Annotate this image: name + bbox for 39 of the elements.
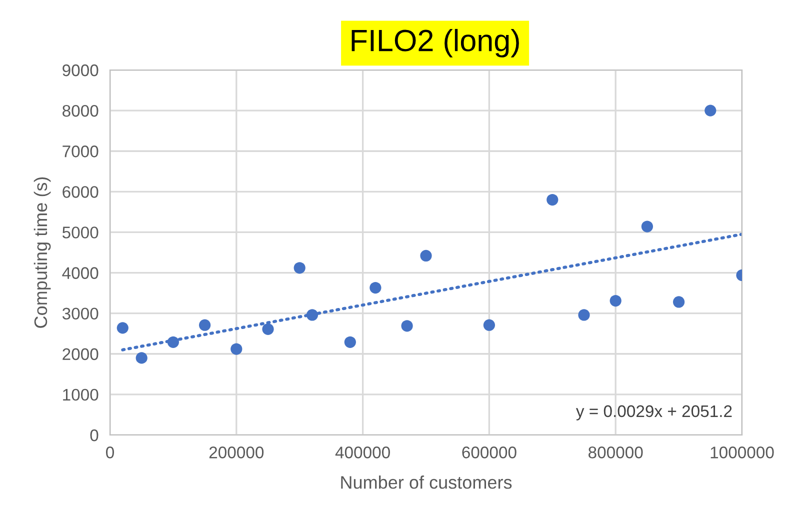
y-tick-label: 9000 <box>62 64 98 76</box>
x-tick-label: 800000 <box>588 446 643 458</box>
y-tick-label: 5000 <box>62 226 98 238</box>
point <box>401 320 413 332</box>
point <box>672 296 685 308</box>
y-tick-label: 0 <box>90 429 98 442</box>
point <box>306 309 318 321</box>
y-tick-label: 6000 <box>62 186 98 198</box>
point <box>704 104 716 116</box>
x-axis-title: Number of customers <box>341 476 512 489</box>
point <box>230 343 242 355</box>
annotation: y = 0.0029x + 2051.2 <box>576 405 732 420</box>
x-tick-label: 400000 <box>335 446 390 458</box>
point <box>136 352 148 364</box>
point <box>294 262 306 274</box>
y-tick-label: 8000 <box>62 104 98 117</box>
point <box>610 294 622 307</box>
y-tick-label: 3000 <box>62 308 98 320</box>
y-tick-label: 7000 <box>62 146 98 158</box>
y-axis-title: Computing time (s) <box>34 177 51 328</box>
y-tick-label: 2000 <box>62 348 98 360</box>
point <box>641 220 654 232</box>
point <box>483 319 496 331</box>
x-tick-label: 0 <box>106 446 114 458</box>
point <box>370 282 382 294</box>
point <box>198 319 211 331</box>
x-tick-label: 200000 <box>209 446 264 458</box>
point <box>546 194 558 206</box>
point <box>344 336 356 348</box>
y-tick-label: 1000 <box>63 388 98 401</box>
chart-title: FILO2 (long) <box>352 28 519 58</box>
x-tick-label: 600000 <box>462 446 516 458</box>
point <box>578 309 590 321</box>
x-tick-label: 1000000 <box>710 446 774 458</box>
point <box>420 250 432 262</box>
point <box>262 323 274 335</box>
point <box>167 336 180 348</box>
point <box>116 322 128 334</box>
y-tick-label: 4000 <box>62 267 98 279</box>
